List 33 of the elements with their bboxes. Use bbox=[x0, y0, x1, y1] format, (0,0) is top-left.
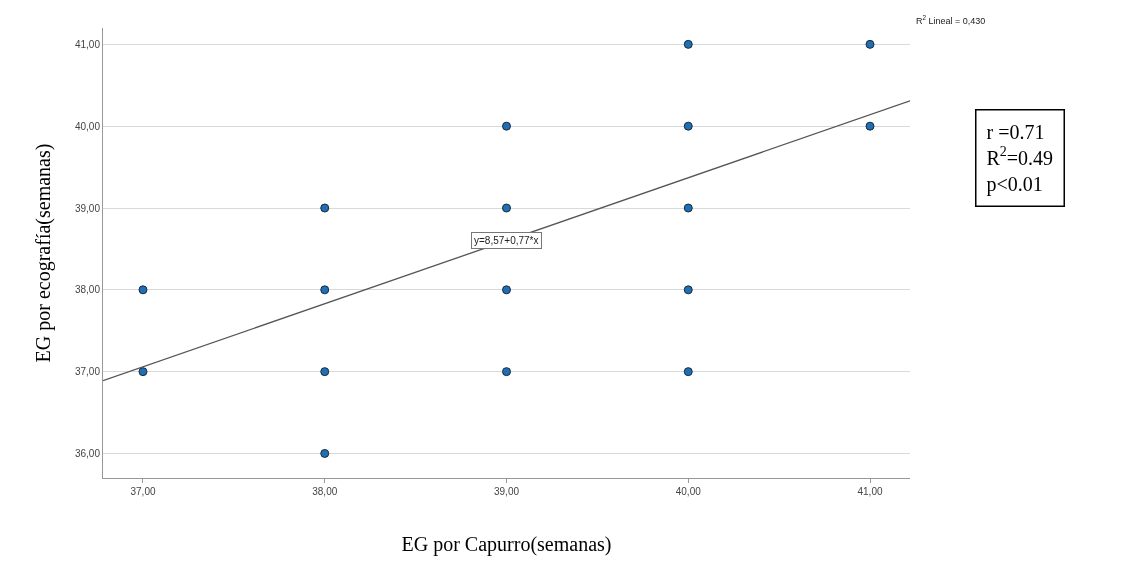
point bbox=[683, 203, 693, 213]
y-tick-label: 36,00 bbox=[74, 447, 101, 459]
text: R$^{2}$ Lineal = 0,430 bbox=[916, 14, 986, 26]
point bbox=[320, 448, 330, 458]
point bbox=[683, 285, 693, 295]
x-tick-label: 39,00 bbox=[493, 486, 520, 497]
annotation: y=8,57+0,77*x bbox=[474, 235, 539, 246]
x-axis-title: EG por Capurro(semanas) bbox=[401, 532, 612, 556]
point bbox=[502, 203, 511, 213]
point bbox=[138, 285, 148, 295]
y-tick-label: 41,00 bbox=[74, 38, 101, 50]
point bbox=[138, 367, 148, 377]
point bbox=[320, 367, 330, 377]
x-tick-label: 38,00 bbox=[312, 486, 338, 497]
point bbox=[320, 285, 330, 295]
y-tick-label: 39,00 bbox=[74, 202, 101, 214]
point bbox=[683, 39, 693, 49]
text: r =0.71 R$^{2}$=0.49 p<0.01 bbox=[986, 120, 1054, 196]
point bbox=[320, 203, 330, 213]
y-tick-label: 38,00 bbox=[74, 284, 101, 296]
point bbox=[683, 367, 693, 377]
point bbox=[865, 39, 875, 49]
point bbox=[502, 367, 511, 377]
point bbox=[502, 285, 511, 295]
x-tick-label: 37,00 bbox=[130, 486, 156, 497]
y-tick-label: 40,00 bbox=[74, 120, 101, 132]
point bbox=[865, 121, 875, 131]
x-tick-label: 40,00 bbox=[675, 486, 702, 497]
point bbox=[502, 121, 511, 131]
y-tick-label: 37,00 bbox=[74, 366, 101, 378]
y-axis-title: EG por ecografía(semanas) bbox=[32, 143, 56, 363]
x-tick-label: 41,00 bbox=[857, 486, 883, 497]
point bbox=[683, 121, 693, 131]
